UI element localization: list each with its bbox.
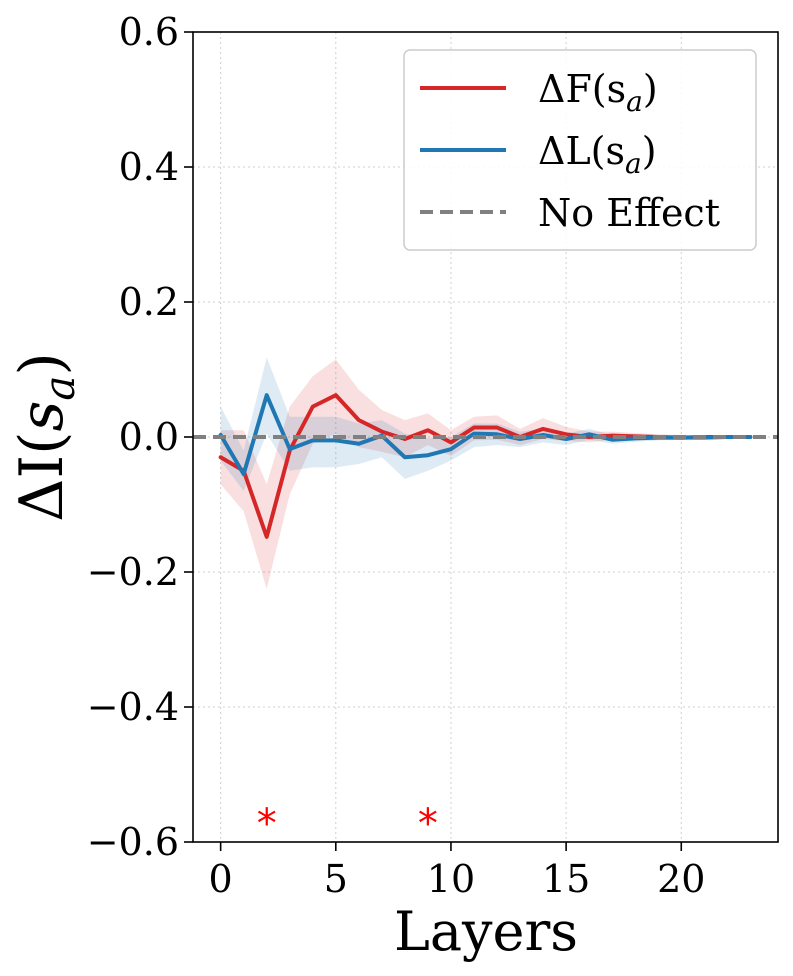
x-tick-label: 5: [324, 857, 348, 901]
y-tick-label: 0.0: [119, 415, 179, 459]
legend: ΔF(sa) ΔL(sa) No Effect: [403, 49, 757, 251]
x-tick-label: 0: [209, 857, 233, 901]
significance-marker: *: [418, 801, 438, 847]
x-axis-ticks: 0 5 10 15 20: [209, 842, 705, 901]
legend-label-delta-l: ΔL(sa): [538, 129, 657, 180]
y-tick-label: −0.2: [87, 550, 179, 594]
annotations: * *: [257, 801, 438, 847]
legend-label-no-effect: No Effect: [538, 191, 720, 235]
x-axis-title: Layers: [394, 900, 578, 963]
y-tick-label: −0.4: [87, 685, 179, 729]
legend-frame: [403, 49, 757, 251]
x-tick-label: 15: [542, 857, 590, 901]
y-tick-label: −0.6: [87, 820, 179, 864]
y-tick-label: 0.6: [119, 10, 179, 54]
x-tick-label: 10: [427, 857, 475, 901]
x-tick-label: 20: [657, 857, 705, 901]
y-tick-label: 0.2: [119, 280, 179, 324]
y-axis-ticks: −0.6 −0.4 −0.2 0.0 0.2 0.4 0.6: [87, 10, 193, 864]
y-tick-label: 0.4: [119, 145, 179, 189]
series-band-delta-l: [220, 357, 751, 491]
significance-marker: *: [257, 801, 277, 847]
legend-label-delta-f: ΔF(sa): [538, 67, 658, 118]
